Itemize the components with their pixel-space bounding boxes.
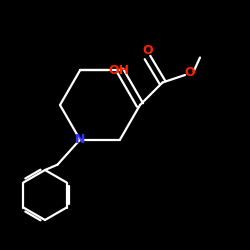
Text: OH: OH <box>108 64 129 77</box>
Text: N: N <box>75 133 85 146</box>
Text: O: O <box>142 44 153 57</box>
Text: O: O <box>185 66 195 79</box>
